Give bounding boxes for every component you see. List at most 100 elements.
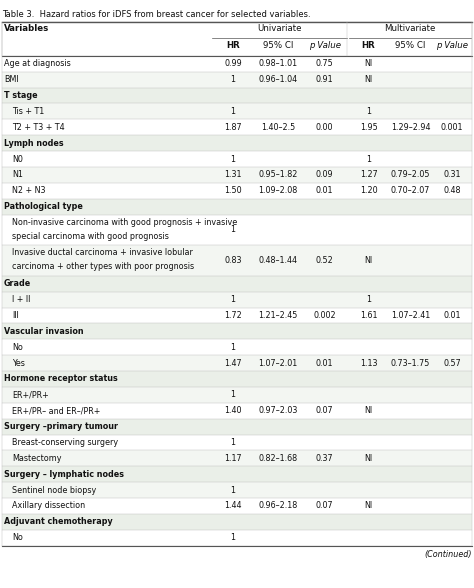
Bar — [2, 466, 472, 482]
Text: Surgery – lymphatic nodes: Surgery – lymphatic nodes — [4, 470, 124, 479]
Text: 0.83: 0.83 — [224, 256, 242, 265]
Text: 0.002: 0.002 — [313, 311, 336, 320]
Bar — [2, 167, 472, 183]
Text: Non-invasive carcinoma with good prognosis + invasive: Non-invasive carcinoma with good prognos… — [12, 218, 237, 226]
Text: NI: NI — [365, 256, 373, 265]
Bar — [2, 450, 472, 466]
Text: Age at diagnosis: Age at diagnosis — [4, 59, 71, 68]
Text: 0.91: 0.91 — [316, 75, 334, 84]
Bar — [2, 103, 472, 119]
Text: 0.75: 0.75 — [316, 59, 334, 68]
Text: N0: N0 — [12, 155, 23, 163]
Text: HR: HR — [362, 41, 375, 50]
Text: 0.95–1.82: 0.95–1.82 — [258, 171, 298, 179]
Text: 0.01: 0.01 — [316, 186, 333, 195]
Text: p Value: p Value — [309, 41, 341, 50]
Text: 1.17: 1.17 — [224, 454, 242, 463]
Text: 0.01: 0.01 — [316, 359, 333, 368]
Text: 1.09–2.08: 1.09–2.08 — [258, 186, 298, 195]
Text: Multivariate: Multivariate — [384, 24, 436, 32]
Text: (Continued): (Continued) — [425, 550, 472, 559]
Text: 1: 1 — [230, 390, 236, 399]
Text: carcinoma + other types with poor prognosis: carcinoma + other types with poor progno… — [12, 262, 194, 271]
Text: p Value: p Value — [436, 41, 468, 50]
Text: 0.70–2.07: 0.70–2.07 — [391, 186, 430, 195]
Bar — [2, 72, 472, 88]
Text: Breast-conserving surgery: Breast-conserving surgery — [12, 438, 118, 447]
Text: NI: NI — [365, 406, 373, 415]
Text: Table 3.  Hazard ratios for iDFS from breast cancer for selected variables.: Table 3. Hazard ratios for iDFS from bre… — [2, 10, 310, 19]
Text: Mastectomy: Mastectomy — [12, 454, 62, 463]
Text: I + II: I + II — [12, 295, 31, 304]
Text: 1.21–2.45: 1.21–2.45 — [258, 311, 298, 320]
Bar — [2, 135, 472, 151]
Bar — [2, 276, 472, 292]
Bar — [2, 435, 472, 450]
Bar — [2, 199, 472, 215]
Text: Axillary dissection: Axillary dissection — [12, 502, 85, 510]
Bar — [2, 419, 472, 435]
Text: 0.31: 0.31 — [444, 171, 461, 179]
Text: 95% CI: 95% CI — [263, 41, 293, 50]
Text: Hormone receptor status: Hormone receptor status — [4, 375, 118, 383]
Text: special carcinoma with good prognosis: special carcinoma with good prognosis — [12, 232, 169, 240]
Bar — [2, 308, 472, 323]
Text: 1: 1 — [230, 533, 236, 542]
Text: 0.52: 0.52 — [316, 256, 334, 265]
Text: 1: 1 — [230, 486, 236, 495]
Text: T stage: T stage — [4, 91, 37, 100]
Bar — [2, 403, 472, 419]
Bar — [2, 215, 472, 245]
Text: 1.44: 1.44 — [224, 502, 242, 510]
Bar — [2, 387, 472, 403]
Text: Vascular invasion: Vascular invasion — [4, 327, 83, 336]
Text: 0.48: 0.48 — [444, 186, 461, 195]
Text: 1: 1 — [366, 155, 371, 163]
Text: NI: NI — [365, 502, 373, 510]
Bar — [2, 339, 472, 355]
Text: 1.50: 1.50 — [224, 186, 242, 195]
Text: 1.07–2.41: 1.07–2.41 — [391, 311, 430, 320]
Text: 0.07: 0.07 — [316, 502, 334, 510]
Text: 0.001: 0.001 — [441, 123, 464, 132]
Text: 0.00: 0.00 — [316, 123, 333, 132]
Text: 1: 1 — [366, 107, 371, 116]
Text: 0.96–1.04: 0.96–1.04 — [258, 75, 298, 84]
Text: 0.37: 0.37 — [316, 454, 334, 463]
Bar — [2, 151, 472, 167]
Text: 0.57: 0.57 — [443, 359, 461, 368]
Text: III: III — [12, 311, 19, 320]
Text: 0.07: 0.07 — [316, 406, 334, 415]
Text: 1: 1 — [230, 225, 236, 235]
Text: N2 + N3: N2 + N3 — [12, 186, 46, 195]
Text: 1.40–2.5: 1.40–2.5 — [261, 123, 295, 132]
Text: 1.47: 1.47 — [224, 359, 242, 368]
Text: 1: 1 — [230, 155, 236, 163]
Text: Univariate: Univariate — [257, 24, 302, 32]
Text: 0.96–2.18: 0.96–2.18 — [258, 502, 298, 510]
Text: Pathological type: Pathological type — [4, 202, 82, 211]
Bar — [2, 56, 472, 72]
Bar — [2, 498, 472, 514]
Text: 1.20: 1.20 — [360, 186, 377, 195]
Text: 1: 1 — [230, 343, 236, 352]
Text: ER+/PR– and ER–/PR+: ER+/PR– and ER–/PR+ — [12, 406, 100, 415]
Text: T2 + T3 + T4: T2 + T3 + T4 — [12, 123, 65, 132]
Text: 1.61: 1.61 — [360, 311, 377, 320]
Bar — [2, 482, 472, 498]
Text: 0.97–2.03: 0.97–2.03 — [258, 406, 298, 415]
Text: 1.29–2.94: 1.29–2.94 — [391, 123, 430, 132]
Bar — [2, 245, 472, 276]
Text: 0.82–1.68: 0.82–1.68 — [258, 454, 298, 463]
Text: No: No — [12, 533, 23, 542]
Text: 1: 1 — [230, 107, 236, 116]
Text: 1.27: 1.27 — [360, 171, 377, 179]
Text: Grade: Grade — [4, 279, 31, 288]
Text: BMI: BMI — [4, 75, 18, 84]
Text: NI: NI — [365, 59, 373, 68]
Bar — [2, 355, 472, 371]
Bar — [2, 323, 472, 339]
Text: Lymph nodes: Lymph nodes — [4, 139, 64, 148]
Text: 1: 1 — [230, 438, 236, 447]
Text: NI: NI — [365, 454, 373, 463]
